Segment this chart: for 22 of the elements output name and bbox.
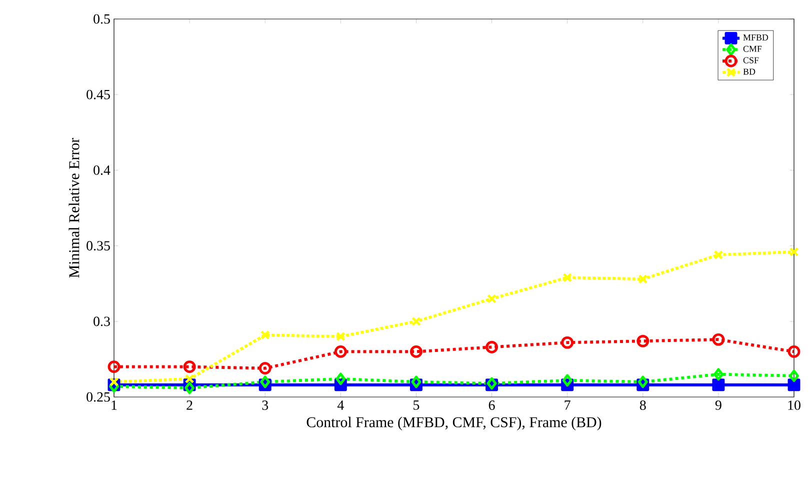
x-tick-label: 7	[564, 400, 570, 410]
x-tick-label: 4	[337, 400, 344, 410]
y-axis-title: Minimal Relative Error	[68, 138, 80, 278]
y-tick-label: 0.3	[94, 316, 110, 326]
x-tick-label: 10	[788, 400, 800, 410]
y-tick-label: 0.35	[86, 241, 110, 251]
y-tick-label: 0.45	[86, 90, 110, 100]
x-tick-label: 9	[715, 400, 722, 410]
legend-label: MFBD	[743, 34, 768, 40]
x-tick-label: 8	[640, 400, 646, 410]
x-tick-label: 5	[414, 400, 420, 410]
y-tick-label: 0.4	[94, 165, 110, 175]
x-tick-label: 2	[186, 400, 192, 410]
legend-label: CSF	[743, 57, 759, 64]
y-tick-label: 0.5	[94, 14, 110, 24]
legend-label: CMF	[743, 46, 762, 52]
x-tick-label: 3	[262, 400, 268, 410]
x-tick-label: 1	[112, 400, 117, 410]
legend-label: BD	[743, 68, 756, 75]
y-tick-label: 0.25	[86, 392, 110, 402]
x-tick-label: 6	[488, 400, 495, 410]
x-axis-title: Control Frame (MFBD, CMF, CSF), Frame (BD)	[306, 416, 602, 430]
